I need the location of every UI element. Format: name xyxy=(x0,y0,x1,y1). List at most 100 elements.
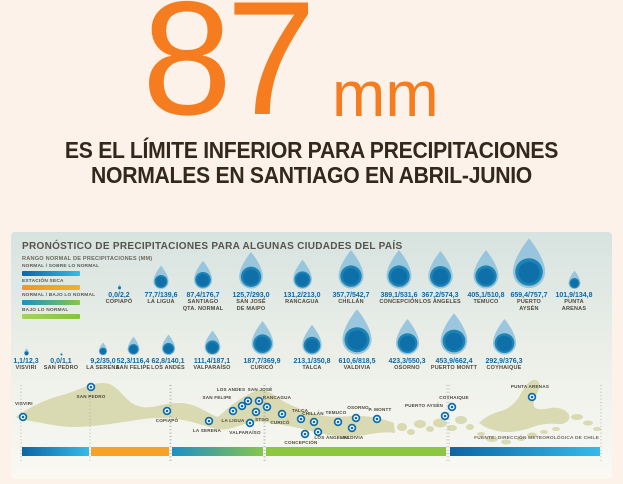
water-drop-icon xyxy=(239,252,263,289)
headline-line1: ES EL LÍMITE INFERIOR PARA PRECIPITACION… xyxy=(64,137,559,163)
water-drop-icon xyxy=(512,238,546,289)
water-drop-icon xyxy=(98,342,108,356)
map-city-label: SAN PEDRO xyxy=(76,394,105,399)
legend-item: ESTACIÓN SECA xyxy=(22,278,102,290)
precip-range-value: 77,7/139,6 xyxy=(144,292,178,299)
water-drop-icon xyxy=(473,250,499,289)
city-name: RANCAGUA xyxy=(285,299,319,305)
landmass xyxy=(16,379,601,445)
region-bar-blue xyxy=(22,447,89,456)
city-name: LOS ÁNGELES xyxy=(419,299,461,305)
map-city-label: STGO xyxy=(255,417,269,422)
precip-range-value: 453,9/662,4 xyxy=(435,358,473,365)
city-column: 610,6/818,5 VALDIVIA xyxy=(325,309,389,372)
water-drop-icon xyxy=(161,334,175,356)
precip-range-value: 357,7/542,7 xyxy=(332,292,370,299)
map-city-label: PUERTO AYSÉN xyxy=(405,401,443,408)
big-number: 87 xyxy=(142,0,316,149)
water-drop-icon xyxy=(59,352,63,356)
chile-map-svg: VISVIRI SAN PEDRO COPIAPÓ LA SERENA LA LIGUA… xyxy=(15,379,602,461)
city-marker-dot xyxy=(316,430,320,434)
legend-label: NORMAL / SOBRE LO NORMAL xyxy=(22,264,100,269)
water-drop-icon xyxy=(302,324,322,355)
region-bar-orange xyxy=(91,447,169,456)
map-city-label: COPIAPÓ xyxy=(156,416,179,423)
city-marker-dot xyxy=(240,404,244,408)
headline: ES EL LÍMITE INFERIOR PARA PRECIPITACION… xyxy=(25,137,598,189)
city-name: SAN JOSÉ DE MAIPO xyxy=(236,299,266,312)
city-column: 213,1/350,8 TALCA xyxy=(280,312,344,372)
city-column: 111,4/187,1 VALPARAÍSO xyxy=(180,312,244,372)
drop-area xyxy=(136,312,200,356)
map-city-label: TEMUCO xyxy=(325,410,346,415)
region-bars xyxy=(22,447,600,456)
map-city-label: LA LIGUA xyxy=(221,418,245,423)
map-city-label: OSORNO xyxy=(347,405,369,410)
map-city-label: LOS ÁNGELES xyxy=(314,434,349,440)
city-column: 62,8/140,1 LOS ANDES xyxy=(136,312,200,372)
drop-area xyxy=(230,312,294,356)
city-name: LOS ANDES xyxy=(151,365,185,371)
city-column: 367,2/574,3 LOS ÁNGELES xyxy=(408,240,472,306)
city-name: OSORNO xyxy=(394,365,420,371)
drop-area xyxy=(319,240,383,290)
city-column: 131,2/213,0 RANCAGUA xyxy=(270,240,334,306)
city-name: SAN FELIPE xyxy=(115,365,151,371)
city-marker-dot xyxy=(89,385,93,389)
panel-title: PRONÓSTICO DE PRECIPITACIONES PARA ALGUN… xyxy=(22,241,403,252)
precip-range-value: 125,7/293,0 xyxy=(232,292,270,299)
city-name: VALPARAÍSO xyxy=(193,365,231,371)
region-bar-bluegreen xyxy=(172,447,263,456)
drop-area xyxy=(472,312,536,356)
legend-swatch xyxy=(22,314,80,319)
water-drop-icon xyxy=(127,336,139,356)
legend-label: NORMAL / BAJO LO NORMAL xyxy=(22,293,96,298)
legend-label: BAJO LO NORMAL xyxy=(22,307,69,313)
city-name: LA LIGUA xyxy=(147,299,175,305)
city-marker-dot xyxy=(530,395,534,399)
forecast-panel: PRONÓSTICO DE PRECIPITACIONES PARA ALGUN… xyxy=(11,232,612,479)
map-city-label: VALPARAÍSO xyxy=(229,428,261,435)
city-marker-dot xyxy=(231,409,235,413)
city-column: 357,7/542,7 CHILLÁN xyxy=(319,240,383,306)
map-city-label: PUNTA ARENAS xyxy=(511,384,549,389)
drop-area xyxy=(367,240,431,290)
drop-area xyxy=(270,240,334,290)
drop-area xyxy=(129,240,193,290)
city-name: PUNTA ARENAS xyxy=(561,299,587,312)
city-name: SAN PEDRO xyxy=(43,365,79,371)
city-name: CHILLÁN xyxy=(338,299,364,305)
legend-label: ESTACIÓN SECA xyxy=(22,278,64,284)
city-marker-dot xyxy=(336,420,340,424)
map-city-label: COYHAIQUE xyxy=(439,395,469,400)
city-name: SANTIAGO QTA. NORMAL xyxy=(182,299,224,312)
city-marker-dot xyxy=(21,415,25,419)
city-marker-dot xyxy=(254,410,258,414)
drop-area xyxy=(280,312,344,356)
legend-item: BAJO LO NORMAL xyxy=(22,307,102,319)
legend-swatch xyxy=(22,285,80,290)
legend-swatch xyxy=(22,270,80,276)
city-name: TEMUCO xyxy=(473,299,499,305)
city-marker-dot xyxy=(207,419,211,423)
city-name: COYHAIQUE xyxy=(486,365,522,371)
city-marker-dot xyxy=(246,399,250,403)
drop-area xyxy=(422,312,486,356)
city-marker-dot xyxy=(354,416,358,420)
source-credit: FUENTE: DIRECCIÓN METEOROLÓGICA DE CHILE xyxy=(474,436,599,441)
city-marker-dot xyxy=(443,414,447,418)
water-drop-icon xyxy=(292,259,312,289)
city-column: 0,0/1,1 SAN PEDRO xyxy=(29,312,93,372)
city-column: 292,9/376,3 COYHAIQUE xyxy=(472,312,536,372)
city-name: VISVIRI xyxy=(15,365,37,371)
city-marker-dot xyxy=(299,417,303,421)
precip-range-value: 0,0/1,1 xyxy=(50,358,72,365)
precip-range-value: 292,9/376,3 xyxy=(485,358,523,365)
water-drop-icon xyxy=(153,265,169,290)
legend-item: NORMAL / SOBRE LO NORMAL xyxy=(22,264,102,276)
region-separators xyxy=(20,385,602,461)
drop-area xyxy=(180,312,244,356)
city-marker-dot xyxy=(375,417,379,421)
precip-range-value: 111,4/187,1 xyxy=(193,358,231,365)
